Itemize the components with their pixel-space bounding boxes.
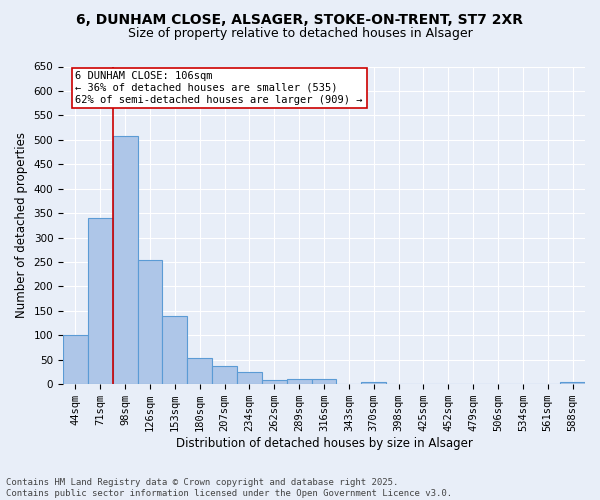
Bar: [212, 366, 237, 384]
Bar: [163, 316, 187, 384]
Bar: [287, 380, 311, 384]
Bar: [560, 382, 585, 384]
Bar: [137, 260, 163, 384]
Bar: [237, 372, 262, 384]
Text: Contains HM Land Registry data © Crown copyright and database right 2025.
Contai: Contains HM Land Registry data © Crown c…: [6, 478, 452, 498]
Bar: [262, 380, 287, 384]
Text: 6, DUNHAM CLOSE, ALSAGER, STOKE-ON-TRENT, ST7 2XR: 6, DUNHAM CLOSE, ALSAGER, STOKE-ON-TRENT…: [77, 12, 523, 26]
Bar: [113, 136, 137, 384]
X-axis label: Distribution of detached houses by size in Alsager: Distribution of detached houses by size …: [176, 437, 472, 450]
Bar: [311, 380, 337, 384]
Bar: [88, 218, 113, 384]
Text: Size of property relative to detached houses in Alsager: Size of property relative to detached ho…: [128, 28, 472, 40]
Bar: [63, 336, 88, 384]
Text: 6 DUNHAM CLOSE: 106sqm
← 36% of detached houses are smaller (535)
62% of semi-de: 6 DUNHAM CLOSE: 106sqm ← 36% of detached…: [76, 72, 363, 104]
Bar: [187, 358, 212, 384]
Y-axis label: Number of detached properties: Number of detached properties: [15, 132, 28, 318]
Bar: [361, 382, 386, 384]
